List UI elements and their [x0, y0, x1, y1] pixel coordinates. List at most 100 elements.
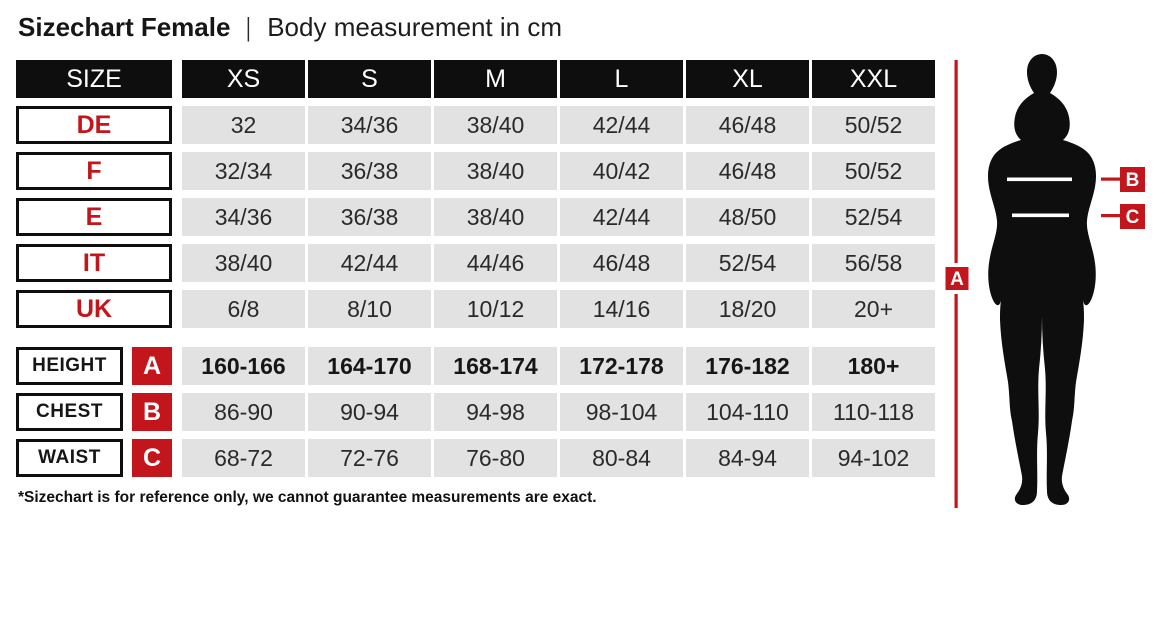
- chest-tick-line: [1101, 177, 1120, 181]
- size-cell: 46/48: [686, 152, 809, 190]
- measure-cell: 160-166: [182, 347, 305, 385]
- title-subtitle: Body measurement in cm: [267, 12, 562, 42]
- table-row-de: DE 32 34/36 38/40 42/44 46/48 50/52: [16, 106, 935, 144]
- title-separator: |: [246, 12, 252, 42]
- size-cell: 20+: [812, 290, 935, 328]
- size-cell: 46/48: [560, 244, 683, 282]
- measure-cell: 76-80: [434, 439, 557, 477]
- row-label-it: IT: [16, 244, 172, 282]
- height-label: HEIGHT: [16, 347, 123, 385]
- size-cell: 38/40: [434, 198, 557, 236]
- table-row-waist: WAIST C 68-72 72-76 76-80 80-84 84-94 94…: [16, 439, 935, 477]
- row-label-f: F: [16, 152, 172, 190]
- size-cell: 6/8: [182, 290, 305, 328]
- size-cell: 50/52: [812, 152, 935, 190]
- size-cell: 42/44: [560, 106, 683, 144]
- marker-b-badge: B: [132, 393, 172, 431]
- size-cell: 38/40: [182, 244, 305, 282]
- measure-cell: 168-174: [434, 347, 557, 385]
- header-col-xxl: XXL: [812, 60, 935, 98]
- measure-cell: 110-118: [812, 393, 935, 431]
- measure-cell: 176-182: [686, 347, 809, 385]
- size-cell: 32/34: [182, 152, 305, 190]
- page-title: Sizechart Female | Body measurement in c…: [18, 11, 562, 43]
- measure-label-waist: WAIST C: [16, 439, 172, 477]
- measure-cell: 80-84: [560, 439, 683, 477]
- female-silhouette-figure: A B C: [945, 54, 1145, 508]
- measure-cell: 72-76: [308, 439, 431, 477]
- size-conversion-table: SIZE XS S M L XL XXL DE 32 34/36 38/40 4…: [16, 60, 935, 328]
- size-cell: 18/20: [686, 290, 809, 328]
- height-measure-line-top: [954, 60, 958, 263]
- measure-cell: 180+: [812, 347, 935, 385]
- measure-cell: 98-104: [560, 393, 683, 431]
- size-cell: 44/46: [434, 244, 557, 282]
- size-cell: 40/42: [560, 152, 683, 190]
- size-cell: 50/52: [812, 106, 935, 144]
- row-label-e: E: [16, 198, 172, 236]
- female-silhouette: [988, 54, 1096, 505]
- measure-cell: 86-90: [182, 393, 305, 431]
- size-cell: 46/48: [686, 106, 809, 144]
- figure-marker-b-badge: [1120, 167, 1145, 192]
- size-cell: 38/40: [434, 152, 557, 190]
- size-cell: 56/58: [812, 244, 935, 282]
- waist-label: WAIST: [16, 439, 123, 477]
- table-row-f: F 32/34 36/38 38/40 40/42 46/48 50/52: [16, 152, 935, 190]
- size-cell: 8/10: [308, 290, 431, 328]
- row-label-de: DE: [16, 106, 172, 144]
- measure-cell: 94-102: [812, 439, 935, 477]
- header-size: SIZE: [16, 60, 172, 98]
- measure-cell: 164-170: [308, 347, 431, 385]
- size-cell: 34/36: [308, 106, 431, 144]
- chest-label: CHEST: [16, 393, 123, 431]
- header-col-xl: XL: [686, 60, 809, 98]
- measure-cell: 84-94: [686, 439, 809, 477]
- measure-cell: 94-98: [434, 393, 557, 431]
- size-cell: 34/36: [182, 198, 305, 236]
- header-col-xs: XS: [182, 60, 305, 98]
- size-cell: 48/50: [686, 198, 809, 236]
- figure-marker-c-badge: [1120, 204, 1145, 229]
- size-cell: 38/40: [434, 106, 557, 144]
- figure-marker-b: B: [1126, 170, 1140, 191]
- header-col-s: S: [308, 60, 431, 98]
- table-row-e: E 34/36 36/38 38/40 42/44 48/50 52/54: [16, 198, 935, 236]
- title-main: Sizechart Female: [18, 12, 231, 42]
- table-row-uk: UK 6/8 8/10 10/12 14/16 18/20 20+: [16, 290, 935, 328]
- measure-cell: 104-110: [686, 393, 809, 431]
- table-header-row: SIZE XS S M L XL XXL: [16, 60, 935, 98]
- marker-c-badge: C: [132, 439, 172, 477]
- size-cell: 36/38: [308, 198, 431, 236]
- table-row-height: HEIGHT A 160-166 164-170 168-174 172-178…: [16, 347, 935, 385]
- measure-cell: 90-94: [308, 393, 431, 431]
- size-cell: 42/44: [560, 198, 683, 236]
- marker-a-badge: A: [132, 347, 172, 385]
- figure-marker-c: C: [1126, 207, 1140, 228]
- row-label-uk: UK: [16, 290, 172, 328]
- header-col-l: L: [560, 60, 683, 98]
- size-cell: 32: [182, 106, 305, 144]
- size-cell: 36/38: [308, 152, 431, 190]
- measure-cell: 68-72: [182, 439, 305, 477]
- measure-cell: 172-178: [560, 347, 683, 385]
- size-cell: 42/44: [308, 244, 431, 282]
- figure-marker-a: A: [950, 269, 964, 290]
- waist-tick-line: [1101, 214, 1120, 218]
- waist-line: [1012, 213, 1069, 218]
- table-row-chest: CHEST B 86-90 90-94 94-98 98-104 104-110…: [16, 393, 935, 431]
- measure-label-chest: CHEST B: [16, 393, 172, 431]
- size-cell: 10/12: [434, 290, 557, 328]
- measure-label-height: HEIGHT A: [16, 347, 172, 385]
- height-measure-line-bottom: [954, 294, 958, 508]
- table-row-it: IT 38/40 42/44 44/46 46/48 52/54 56/58: [16, 244, 935, 282]
- size-cell: 52/54: [686, 244, 809, 282]
- figure-marker-a-badge: [945, 267, 969, 290]
- chest-line: [1007, 177, 1072, 182]
- footnote: *Sizechart is for reference only, we can…: [18, 489, 597, 506]
- body-measurement-table: HEIGHT A 160-166 164-170 168-174 172-178…: [16, 347, 935, 477]
- size-cell: 14/16: [560, 290, 683, 328]
- header-col-m: M: [434, 60, 557, 98]
- size-cell: 52/54: [812, 198, 935, 236]
